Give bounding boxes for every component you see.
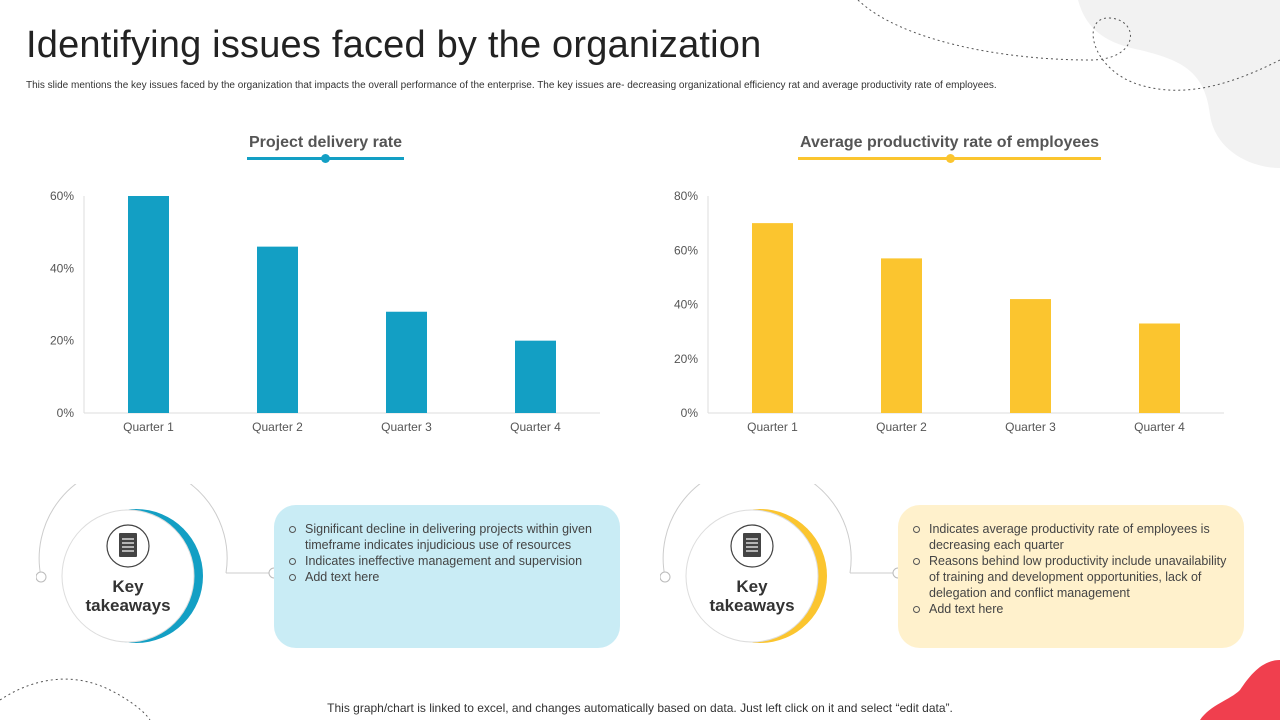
takeaway-point: Add text here <box>912 601 1230 617</box>
y-tick-label: 20% <box>674 352 698 366</box>
chart2-header: Average productivity rate of employees <box>798 134 1102 163</box>
y-tick-label: 60% <box>50 189 74 203</box>
key-takeaways-label-line1: Key <box>112 577 144 596</box>
y-tick-label: 40% <box>674 298 698 312</box>
dotted-curve-top <box>857 0 1280 91</box>
chart1-title: Project delivery rate <box>249 134 402 151</box>
takeaways-box-1: Significant decline in delivering projec… <box>274 505 620 648</box>
takeaways-box-2: Indicates average productivity rate of e… <box>898 505 1244 648</box>
bar-quarter-1[interactable] <box>752 223 793 413</box>
page-title: Identifying issues faced by the organiza… <box>26 24 762 66</box>
x-tick-label: Quarter 4 <box>1134 420 1185 434</box>
takeaway-point: Add text here <box>288 569 606 585</box>
takeaway-point: Significant decline in delivering projec… <box>288 521 606 553</box>
y-tick-label: 40% <box>50 261 74 275</box>
x-tick-label: Quarter 1 <box>123 420 174 434</box>
chart2-underline-dot <box>945 154 955 163</box>
x-tick-label: Quarter 4 <box>510 420 561 434</box>
key-takeaways-graphic-1: Key takeaways <box>35 463 280 654</box>
productivity-rate-chart[interactable]: 0% 20% 40% 60% 80% Quarter 1 Quarter 2 Quarter … <box>664 180 1234 440</box>
x-tick-label: Quarter 2 <box>876 420 927 434</box>
chart2-title-underline <box>798 154 1102 163</box>
bar-quarter-2[interactable] <box>257 246 298 413</box>
x-tick-label: Quarter 2 <box>252 420 303 434</box>
y-tick-label: 0% <box>681 406 699 420</box>
chart2-title: Average productivity rate of employees <box>800 134 1100 151</box>
document-icon <box>730 524 774 568</box>
x-tick-label: Quarter 3 <box>381 420 432 434</box>
y-tick-label: 60% <box>674 243 698 257</box>
takeaways-list-1: Significant decline in delivering projec… <box>288 521 606 585</box>
project-delivery-rate-chart[interactable]: 0% 20% 40% 60% Quarter 1 Quarter 2 Quarter 3 Qu… <box>40 180 610 440</box>
key-takeaways-circle-2 <box>659 463 904 643</box>
key-takeaways-graphic-2: Key takeaways <box>659 463 904 654</box>
x-tick-label: Quarter 3 <box>1005 420 1056 434</box>
takeaways-list-2: Indicates average productivity rate of e… <box>912 521 1230 617</box>
bar-quarter-3[interactable] <box>1010 299 1051 413</box>
y-tick-label: 0% <box>57 406 75 420</box>
chart1-title-underline <box>247 154 404 163</box>
bar-quarter-1[interactable] <box>128 196 169 413</box>
x-tick-label: Quarter 1 <box>747 420 798 434</box>
document-icon <box>106 524 150 568</box>
bar-quarter-3[interactable] <box>386 311 427 413</box>
chart1-header: Project delivery rate <box>247 134 404 163</box>
bar-quarter-4[interactable] <box>515 340 556 413</box>
footer-note: This graph/chart is linked to excel, and… <box>327 701 953 715</box>
takeaway-point: Indicates average productivity rate of e… <box>912 521 1230 553</box>
key-takeaways-label-line2: takeaways <box>709 596 795 615</box>
key-takeaways-label-1: Key takeaways <box>68 577 188 615</box>
key-takeaways-circle-1 <box>35 463 280 643</box>
chart1-underline-dot <box>321 154 331 163</box>
bar-quarter-4[interactable] <box>1139 323 1180 413</box>
takeaway-point: Indicates ineffective management and sup… <box>288 553 606 569</box>
key-takeaways-label-line1: Key <box>736 577 768 596</box>
bar-quarter-2[interactable] <box>881 258 922 413</box>
page-subtitle: This slide mentions the key issues faced… <box>26 80 997 91</box>
key-takeaways-label-2: Key takeaways <box>692 577 812 615</box>
key-takeaways-label-line2: takeaways <box>85 596 171 615</box>
takeaway-point: Reasons behind low productivity include … <box>912 553 1230 601</box>
y-tick-label: 80% <box>674 189 698 203</box>
y-tick-label: 20% <box>50 334 74 348</box>
